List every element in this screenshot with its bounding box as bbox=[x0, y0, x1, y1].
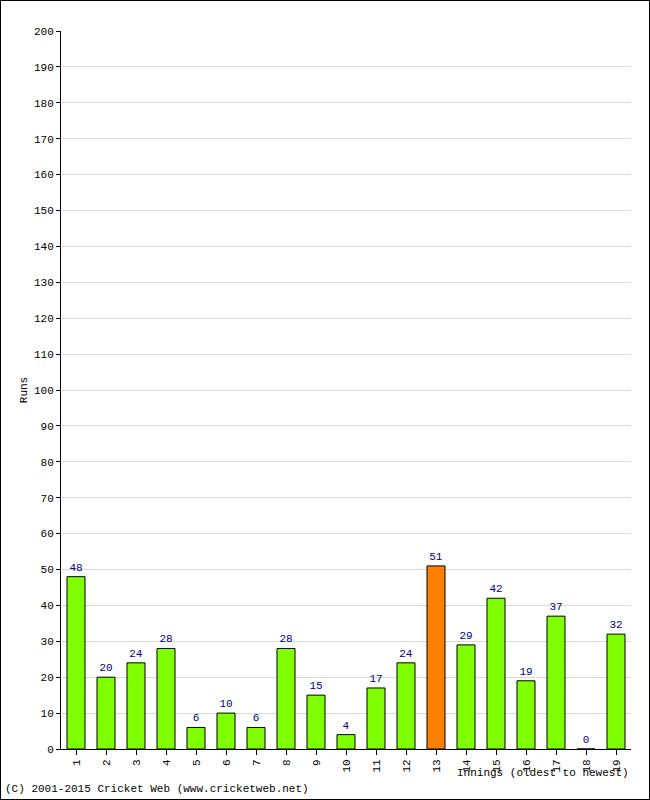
svg-text:51: 51 bbox=[429, 551, 443, 563]
svg-text:Runs: Runs bbox=[18, 377, 30, 403]
svg-text:4: 4 bbox=[161, 759, 173, 766]
svg-text:3: 3 bbox=[131, 759, 143, 766]
svg-text:0: 0 bbox=[47, 744, 54, 756]
svg-text:200: 200 bbox=[34, 26, 54, 38]
svg-text:70: 70 bbox=[41, 493, 54, 505]
svg-text:6: 6 bbox=[193, 712, 200, 724]
svg-text:19: 19 bbox=[611, 759, 623, 772]
svg-text:17: 17 bbox=[369, 673, 382, 685]
svg-text:4: 4 bbox=[343, 720, 350, 732]
svg-text:28: 28 bbox=[279, 633, 292, 645]
svg-text:150: 150 bbox=[34, 205, 54, 217]
svg-text:40: 40 bbox=[41, 600, 54, 612]
svg-text:30: 30 bbox=[41, 636, 54, 648]
svg-text:10: 10 bbox=[341, 759, 353, 772]
svg-text:29: 29 bbox=[459, 630, 472, 642]
svg-text:170: 170 bbox=[34, 134, 54, 146]
svg-text:7: 7 bbox=[251, 759, 263, 766]
svg-text:130: 130 bbox=[34, 277, 54, 289]
svg-text:8: 8 bbox=[281, 759, 293, 766]
svg-text:15: 15 bbox=[309, 680, 322, 692]
svg-text:110: 110 bbox=[34, 349, 54, 361]
svg-text:2: 2 bbox=[101, 759, 113, 766]
svg-text:180: 180 bbox=[34, 98, 54, 110]
svg-text:18: 18 bbox=[581, 759, 593, 772]
svg-text:100: 100 bbox=[34, 385, 54, 397]
svg-text:10: 10 bbox=[41, 708, 54, 720]
svg-text:80: 80 bbox=[41, 457, 54, 469]
svg-text:42: 42 bbox=[489, 583, 502, 595]
svg-text:16: 16 bbox=[521, 759, 533, 772]
svg-text:160: 160 bbox=[34, 169, 54, 181]
svg-text:1: 1 bbox=[71, 759, 83, 766]
svg-text:20: 20 bbox=[99, 662, 112, 674]
svg-text:120: 120 bbox=[34, 313, 54, 325]
svg-text:24: 24 bbox=[129, 648, 143, 660]
svg-text:37: 37 bbox=[549, 601, 562, 613]
svg-text:24: 24 bbox=[399, 648, 413, 660]
svg-text:190: 190 bbox=[34, 62, 54, 74]
svg-text:32: 32 bbox=[609, 619, 622, 631]
svg-text:90: 90 bbox=[41, 421, 54, 433]
svg-text:5: 5 bbox=[191, 759, 203, 766]
svg-text:48: 48 bbox=[69, 562, 82, 574]
svg-text:6: 6 bbox=[253, 712, 260, 724]
svg-text:6: 6 bbox=[221, 759, 233, 766]
svg-text:11: 11 bbox=[371, 759, 383, 773]
svg-text:50: 50 bbox=[41, 564, 54, 576]
svg-text:9: 9 bbox=[311, 759, 323, 766]
svg-text:12: 12 bbox=[401, 759, 413, 772]
svg-text:0: 0 bbox=[583, 734, 590, 746]
svg-text:Innings (oldest to newest): Innings (oldest to newest) bbox=[457, 767, 629, 779]
svg-text:10: 10 bbox=[219, 698, 232, 710]
svg-text:13: 13 bbox=[431, 759, 443, 772]
svg-text:19: 19 bbox=[519, 666, 532, 678]
svg-text:(C) 2001-2015 Cricket Web (www: (C) 2001-2015 Cricket Web (www.cricketwe… bbox=[5, 783, 309, 795]
svg-text:28: 28 bbox=[159, 633, 172, 645]
svg-text:15: 15 bbox=[491, 759, 503, 772]
svg-text:17: 17 bbox=[551, 759, 563, 772]
svg-text:140: 140 bbox=[34, 241, 54, 253]
svg-text:20: 20 bbox=[41, 672, 54, 684]
svg-text:60: 60 bbox=[41, 528, 54, 540]
svg-text:14: 14 bbox=[461, 759, 473, 773]
